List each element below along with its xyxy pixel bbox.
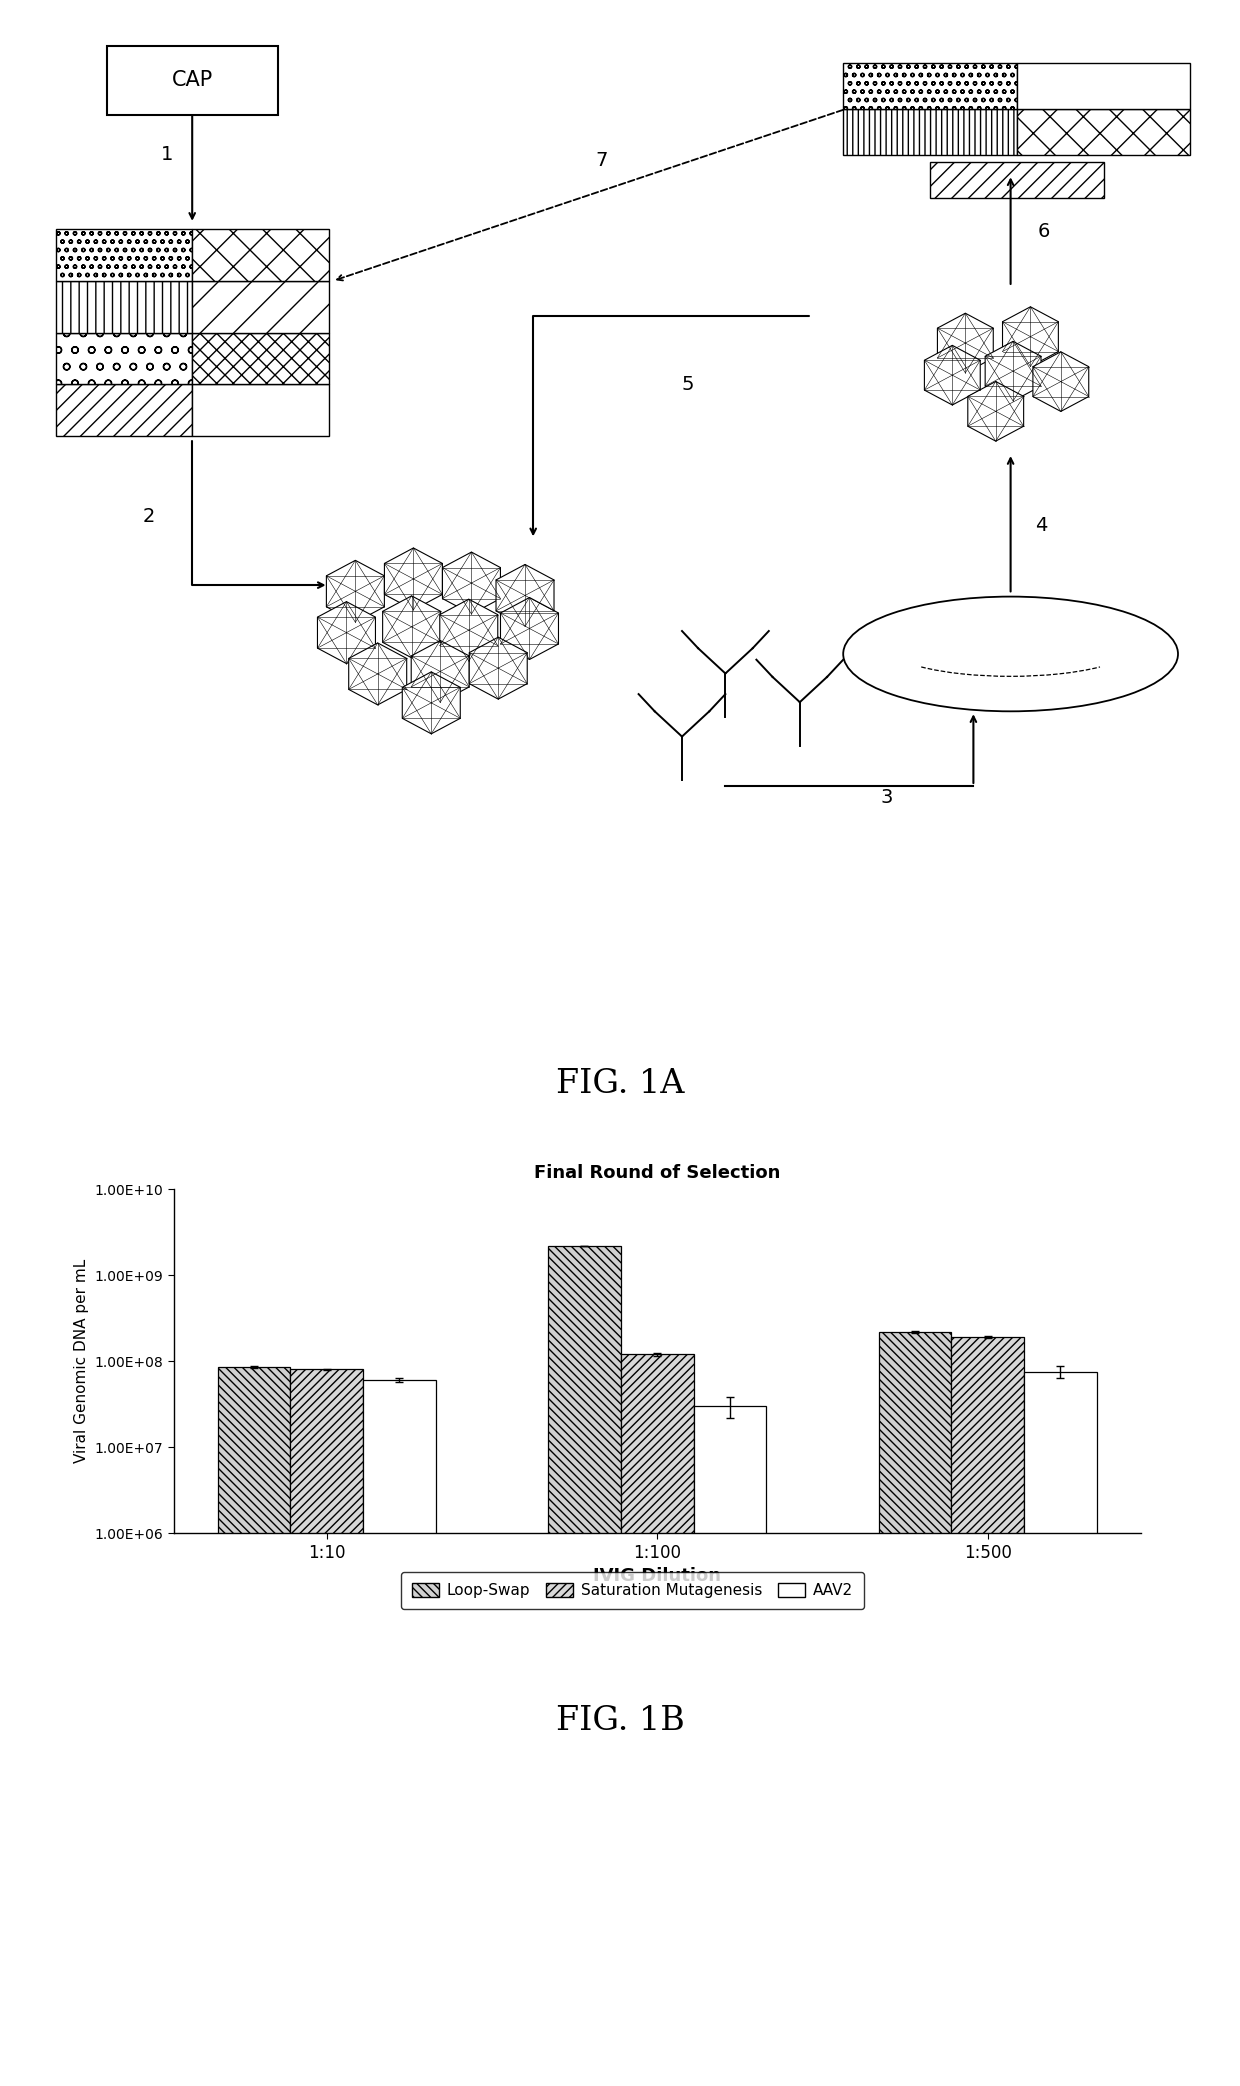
Text: 4: 4 xyxy=(1035,515,1048,534)
Polygon shape xyxy=(326,561,384,622)
Ellipse shape xyxy=(843,597,1178,711)
Title: Final Round of Selection: Final Round of Selection xyxy=(534,1164,780,1183)
Bar xyxy=(843,108,1017,154)
Bar xyxy=(217,1366,290,2086)
Text: 2: 2 xyxy=(143,507,155,526)
Polygon shape xyxy=(440,599,497,661)
Polygon shape xyxy=(924,346,981,405)
Polygon shape xyxy=(384,549,443,609)
Bar xyxy=(1024,1373,1097,2086)
Text: 6: 6 xyxy=(1038,223,1050,242)
Text: 3: 3 xyxy=(880,789,893,807)
Bar xyxy=(290,1368,363,2086)
Text: 7: 7 xyxy=(595,150,608,171)
Bar xyxy=(192,384,329,436)
Legend: Loop-Swap, Saturation Mutagenesis, AAV2: Loop-Swap, Saturation Mutagenesis, AAV2 xyxy=(402,1573,863,1608)
FancyBboxPatch shape xyxy=(107,46,278,115)
Text: 5: 5 xyxy=(682,375,694,394)
Polygon shape xyxy=(317,601,376,663)
Bar xyxy=(56,332,192,384)
Bar xyxy=(56,384,192,436)
Text: CAP: CAP xyxy=(171,71,213,90)
Polygon shape xyxy=(937,313,993,373)
Bar xyxy=(192,332,329,384)
Bar xyxy=(930,163,1104,198)
Bar xyxy=(548,1245,621,2086)
Text: FIG. 1A: FIG. 1A xyxy=(556,1068,684,1099)
Polygon shape xyxy=(383,597,440,657)
Polygon shape xyxy=(501,597,558,659)
Y-axis label: Viral Genomic DNA per mL: Viral Genomic DNA per mL xyxy=(74,1260,89,1462)
Bar xyxy=(1017,108,1190,154)
Polygon shape xyxy=(1033,353,1089,411)
Bar xyxy=(1017,63,1190,108)
X-axis label: IVIG Dilution: IVIG Dilution xyxy=(593,1567,722,1585)
Bar xyxy=(621,1354,693,2086)
Polygon shape xyxy=(985,342,1042,401)
Polygon shape xyxy=(469,636,527,699)
Polygon shape xyxy=(967,382,1024,440)
Bar xyxy=(843,63,1017,108)
Bar xyxy=(56,229,192,282)
Bar xyxy=(56,282,192,334)
Polygon shape xyxy=(1002,307,1059,367)
Bar xyxy=(951,1337,1024,2086)
Bar xyxy=(693,1406,766,2086)
Polygon shape xyxy=(412,640,469,703)
Bar xyxy=(192,229,329,282)
Polygon shape xyxy=(443,553,501,613)
Bar xyxy=(192,282,329,334)
Polygon shape xyxy=(402,672,460,734)
Polygon shape xyxy=(348,642,407,705)
Text: FIG. 1B: FIG. 1B xyxy=(556,1704,684,1738)
Text: 1: 1 xyxy=(161,146,174,165)
Bar xyxy=(879,1331,951,2086)
Bar xyxy=(363,1381,435,2086)
Polygon shape xyxy=(496,565,554,626)
